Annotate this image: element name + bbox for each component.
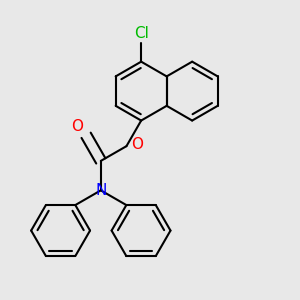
- Text: O: O: [131, 137, 143, 152]
- Text: Cl: Cl: [134, 26, 148, 41]
- Text: O: O: [71, 119, 83, 134]
- Text: N: N: [95, 183, 106, 198]
